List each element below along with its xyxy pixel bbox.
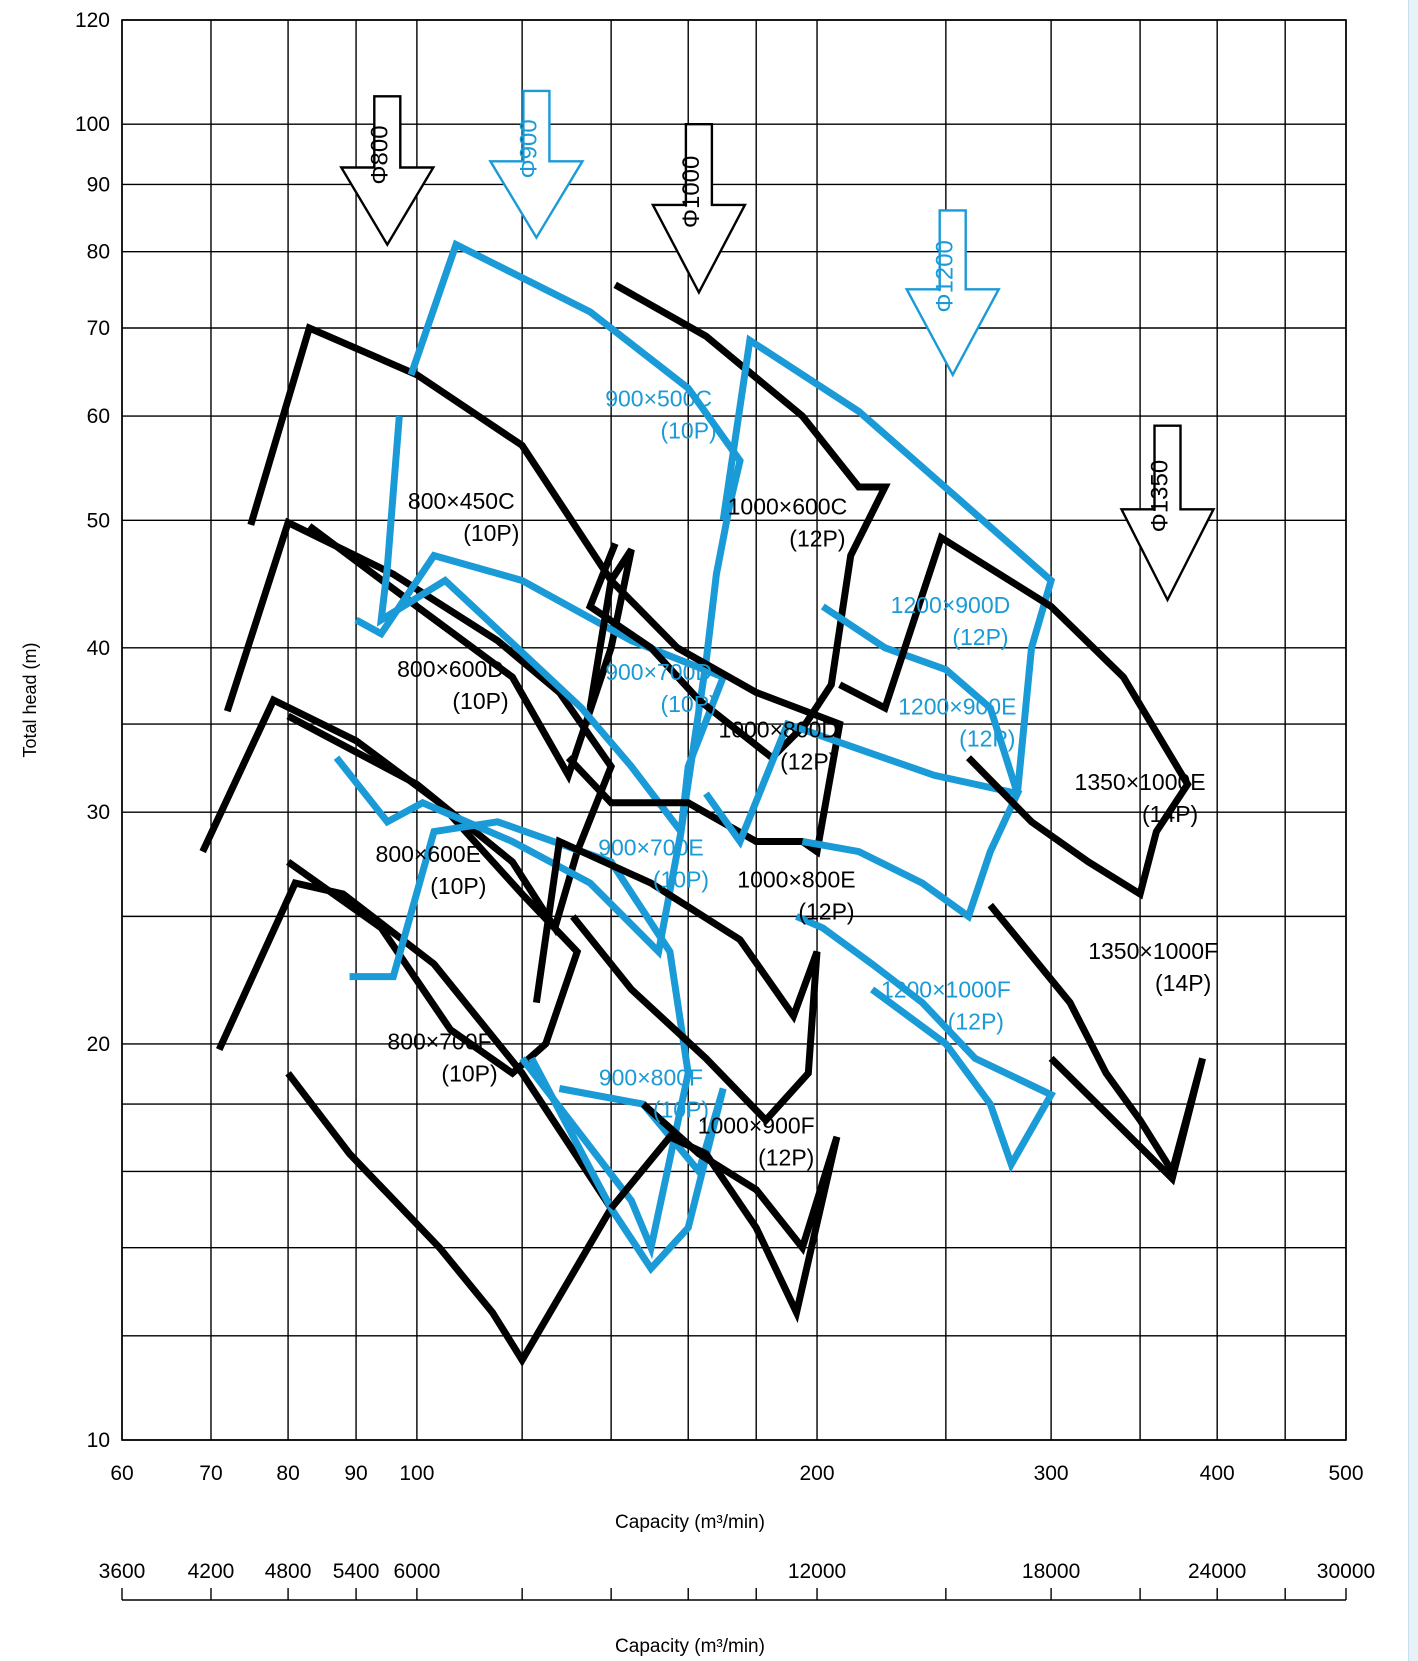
series-label: (12P)	[798, 898, 854, 924]
x-axis-label: Capacity (m³/min)	[615, 1512, 765, 1533]
y-tick-label: 20	[87, 1033, 110, 1056]
series-label: 900×800F	[599, 1064, 703, 1090]
series-label: 800×450C	[408, 488, 515, 514]
diameter-label: Φ1350	[1146, 460, 1173, 533]
x2-tick-label: 4800	[265, 1560, 312, 1583]
diameter-arrow-icon	[650, 122, 747, 295]
x2-tick-label: 24000	[1188, 1560, 1246, 1583]
y-tick-label: 60	[87, 405, 110, 428]
series-label: (12P)	[789, 526, 845, 552]
x2-tick-label: 5400	[333, 1560, 380, 1583]
chart-axes: 10 20 30 40 50 60 70 80 90 100 120 60 70 80 90 100 200 30…	[75, 9, 1375, 1601]
series-curve	[247, 323, 635, 784]
series-label: 1000×600C	[728, 494, 848, 520]
x-tick-label: 100	[399, 1462, 434, 1485]
series-label: 800×600E	[376, 841, 482, 867]
x-tick-label: 300	[1034, 1462, 1069, 1485]
series-label: 900×700D	[605, 659, 712, 685]
page-edge-strip	[1408, 0, 1418, 1661]
diameter-arrow-icon	[1119, 424, 1216, 603]
series-label: (14P)	[1155, 970, 1211, 996]
series-label: (12P)	[948, 1008, 1004, 1034]
series-curve	[838, 532, 1192, 900]
x2-tick-label: 3600	[99, 1560, 146, 1583]
series-label: (10P)	[430, 873, 486, 899]
series-curve	[795, 913, 1057, 1173]
series-curve	[349, 818, 692, 1260]
series-label: (10P)	[653, 867, 709, 893]
x-tick-label: 500	[1328, 1462, 1363, 1485]
series-label: (12P)	[780, 748, 836, 774]
y-tick-label: 80	[87, 241, 110, 264]
x-tick-label: 70	[199, 1462, 222, 1485]
series-curve	[376, 239, 744, 841]
series-label: (12P)	[959, 725, 1015, 751]
series-curve	[333, 551, 728, 959]
series-curve	[199, 695, 582, 1078]
series-curve	[608, 1101, 841, 1324]
diameter-arrow-icon	[339, 95, 436, 247]
y-tick-label: 100	[75, 113, 110, 136]
series-curve	[223, 517, 616, 937]
series-label: 800×700F	[387, 1029, 491, 1055]
y-tick-label: 50	[87, 509, 110, 532]
y-tick-label: 120	[75, 9, 110, 32]
series-label: 1200×900E	[898, 693, 1016, 719]
series-label: 1000×800D	[718, 716, 838, 742]
series-label: (10P)	[452, 688, 508, 714]
curve-labels: 800×450C (10P) 800×600D (10P) 800×600E (10P) 8…	[376, 386, 1218, 1171]
diameter-arrow-icon	[488, 89, 585, 240]
x-tick-label: 200	[800, 1462, 835, 1485]
series-label: 1200×900D	[891, 592, 1011, 618]
x-tick-label: 400	[1200, 1462, 1235, 1485]
series-label: 800×600D	[397, 656, 504, 682]
y-axis-label: Total head (m)	[20, 642, 40, 757]
x2-axis-label: Capacity (m³/min)	[615, 1636, 765, 1657]
series-label: (10P)	[441, 1061, 497, 1087]
series-label: (10P)	[660, 418, 716, 444]
series-curve	[703, 719, 1023, 923]
series-curve	[532, 836, 821, 1126]
y-tick-label: 40	[87, 637, 110, 660]
x-tick-label: 80	[276, 1462, 299, 1485]
series-label: (10P)	[653, 1096, 709, 1122]
series-label: 900×500C	[605, 386, 712, 412]
series-curve	[216, 879, 616, 1367]
series-curve	[565, 573, 844, 858]
series-label: 900×700E	[598, 835, 704, 861]
y-tick-label: 70	[87, 317, 110, 340]
x2-tick-label: 18000	[1022, 1560, 1080, 1583]
diameter-label: Φ1000	[678, 156, 705, 229]
series-label: (12P)	[952, 624, 1008, 650]
y-tick-label: 90	[87, 173, 110, 196]
series-label: 1000×800E	[737, 866, 855, 892]
series-label: 1200×1000F	[881, 976, 1011, 1002]
x2-tick-label: 4200	[188, 1560, 235, 1583]
diameter-label: Φ800	[366, 125, 393, 184]
plot-frame	[121, 19, 1347, 1441]
series-label: (10P)	[660, 691, 716, 717]
series-curve	[987, 902, 1206, 1186]
diameter-label: Φ900	[515, 119, 542, 178]
series-label: 1350×1000F	[1088, 938, 1218, 964]
series-label: (14P)	[1142, 801, 1198, 827]
series-label: 1000×900F	[698, 1112, 815, 1138]
diameter-label: Φ1200	[932, 240, 959, 313]
x-tick-label: 60	[110, 1462, 133, 1485]
performance-curves	[199, 239, 1206, 1367]
x2-tick-label: 12000	[788, 1560, 846, 1583]
x2-tick-label: 30000	[1317, 1560, 1375, 1583]
y-tick-label: 30	[87, 801, 110, 824]
x2-tick-label: 6000	[394, 1560, 441, 1583]
x-tick-label: 90	[344, 1462, 367, 1485]
series-label: 1350×1000E	[1075, 769, 1206, 795]
series-curve	[719, 334, 1056, 795]
series-label: (10P)	[463, 520, 519, 546]
series-label: (12P)	[758, 1144, 814, 1170]
diameter-arrows: Φ800 Φ900 Φ1000 Φ1200 Φ1350	[339, 89, 1216, 603]
y-tick-label: 10	[87, 1429, 110, 1452]
diameter-arrow-icon	[904, 209, 1001, 378]
series-curve	[585, 281, 891, 763]
